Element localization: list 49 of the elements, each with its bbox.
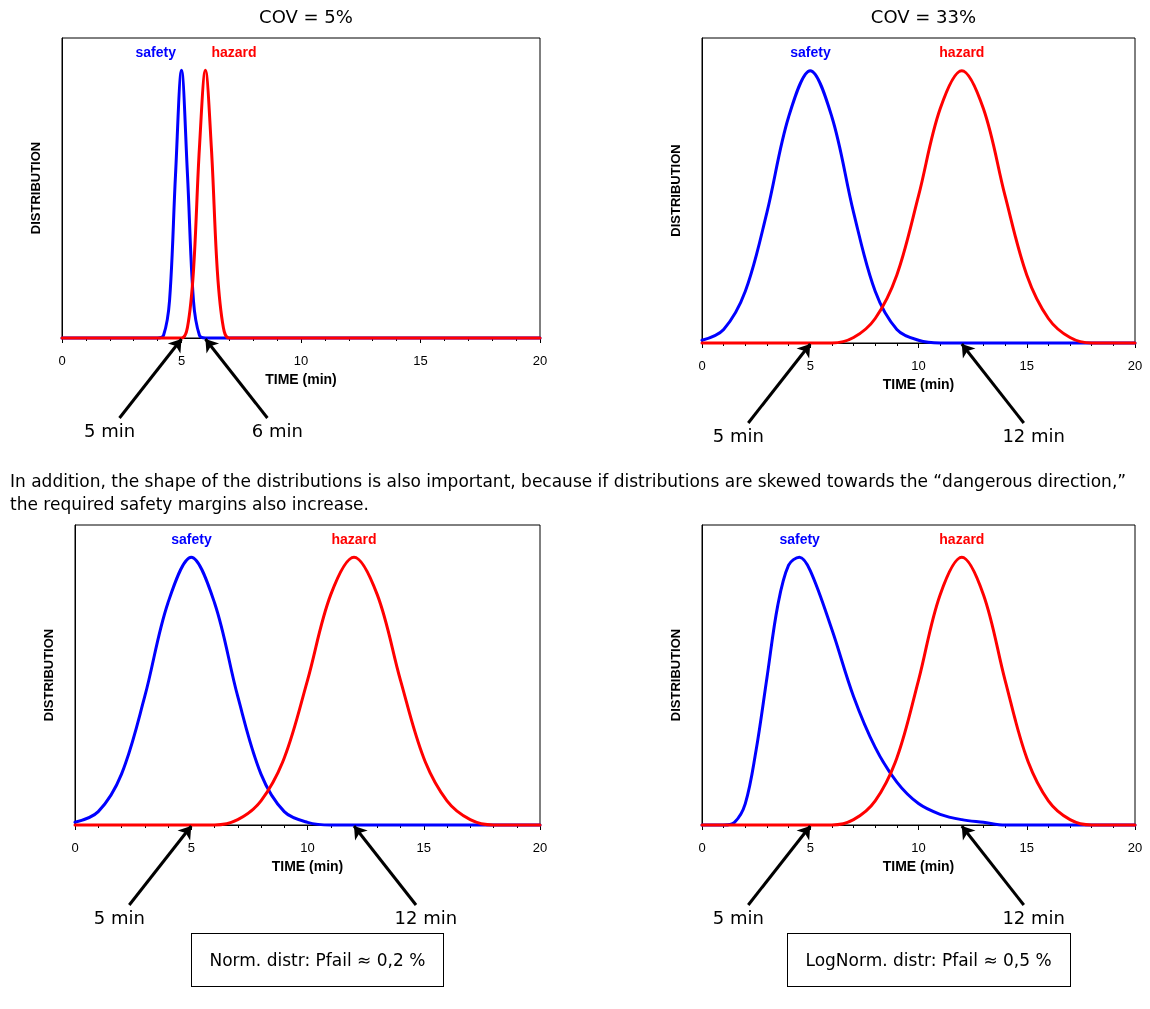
- series-label: safety: [779, 531, 820, 547]
- x-tick-label: 0: [698, 358, 706, 373]
- x-tick-label: 10: [911, 358, 926, 373]
- x-tick-label: 20: [1127, 840, 1143, 855]
- x-tick-label: 0: [58, 353, 66, 368]
- y-axis-title: DISTRIBUTION: [41, 628, 56, 722]
- series-label: hazard: [331, 531, 377, 547]
- x-tick-label: 5: [806, 840, 814, 855]
- y-axis-title: DISTRIBUTION: [28, 141, 43, 235]
- text: LogNorm. distr: Pfail ≈ 0,5 %: [786, 933, 1071, 987]
- annotation: 12 min: [394, 907, 458, 929]
- x-tick-label: 0: [71, 840, 79, 855]
- x-tick-label: 10: [300, 840, 315, 855]
- x-axis-title: TIME (min): [882, 857, 955, 874]
- x-tick-label: 10: [293, 353, 309, 368]
- x-tick-label: 20: [532, 353, 548, 368]
- chart-title: COV = 5%: [259, 5, 353, 27]
- y-axis-title: DISTRIBUTION: [668, 144, 683, 237]
- series-label: hazard: [939, 44, 985, 60]
- annotation: 5 min: [712, 425, 764, 447]
- x-tick-label: 20: [1127, 358, 1143, 373]
- series-label: safety: [790, 44, 831, 60]
- series-label: hazard: [211, 44, 257, 60]
- x-tick-label: 5: [806, 358, 814, 373]
- annotation: 5 min: [93, 907, 145, 929]
- x-tick-label: 5: [177, 353, 186, 368]
- annotation: 12 min: [1002, 425, 1065, 447]
- x-tick-label: 15: [1019, 358, 1034, 373]
- text: Norm. distr: Pfail ≈ 0,2 %: [190, 933, 445, 987]
- x-axis-title: TIME (min): [882, 375, 955, 392]
- x-tick-label: 0: [698, 840, 706, 855]
- series-label: hazard: [939, 531, 985, 547]
- x-tick-label: 20: [532, 840, 548, 855]
- x-tick-label: 15: [413, 353, 428, 368]
- annotation: 12 min: [1002, 907, 1065, 929]
- x-tick-label: 15: [1019, 840, 1034, 855]
- annotation: 5 min: [84, 420, 136, 442]
- y-axis-title: DISTRIBUTION: [668, 628, 683, 722]
- annotation: 5 min: [712, 907, 764, 929]
- x-axis-title: TIME (min): [271, 857, 344, 874]
- series-label: safety: [171, 531, 212, 547]
- x-axis-title: TIME (min): [265, 370, 337, 387]
- annotation: 6 min: [251, 420, 303, 442]
- x-tick-label: 15: [416, 840, 431, 855]
- x-tick-label: 5: [187, 840, 195, 855]
- series-label: safety: [135, 44, 176, 60]
- chart-subtitle: In addition, the shape of the distributions is also important, because if distributions are skewed towards the “dangerous direction,” the required safety margins also increase.: [10, 470, 1128, 516]
- x-tick-label: 10: [911, 840, 926, 855]
- chart-title: COV = 33%: [870, 5, 977, 27]
